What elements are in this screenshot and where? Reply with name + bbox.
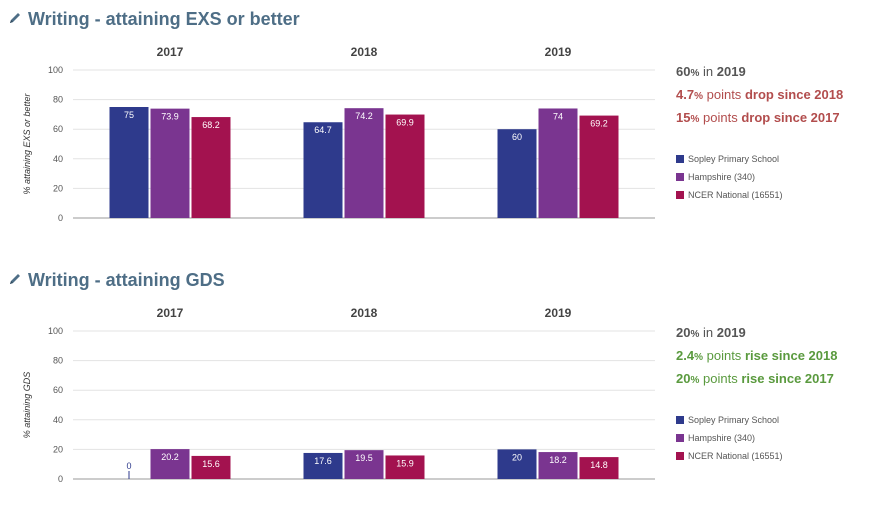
data-label: 74.2 xyxy=(355,111,373,121)
bar xyxy=(150,108,190,218)
y-axis-label: % attaining EXS or better xyxy=(22,92,32,194)
chart-panel-exs: Writing - attaining EXS or better 0 20 40 6… xyxy=(8,9,843,223)
legend-swatch xyxy=(676,452,684,460)
category-label: 2019 xyxy=(545,45,572,59)
summary-change-since-2017: 20% points rise since 2017 xyxy=(676,371,834,386)
legend: Sopley Primary School Hampshire (340) NC… xyxy=(676,411,783,465)
data-label: 74 xyxy=(553,111,563,121)
bar xyxy=(579,115,619,218)
bar-chart-gds: 0 20 40 60 80 100 % attaining GDS 2017 0 20.2 15.6… xyxy=(22,306,655,484)
summary-current: 60% in 2019 xyxy=(676,64,746,79)
data-label: 14.8 xyxy=(590,460,608,470)
bar xyxy=(579,457,619,479)
data-label: 73.9 xyxy=(161,112,179,122)
data-label: 60 xyxy=(512,132,522,142)
summary-box: 60% in 2019 4.7% points drop since 2018 … xyxy=(676,61,843,130)
legend-swatch xyxy=(676,416,684,424)
category-label: 2018 xyxy=(351,45,378,59)
legend-swatch xyxy=(676,434,684,442)
legend-swatch xyxy=(676,155,684,163)
bar xyxy=(150,449,190,479)
y-tick-label: 100 xyxy=(48,65,63,75)
data-label: 20.2 xyxy=(161,452,179,462)
summary-change-since-2018: 2.4% points rise since 2018 xyxy=(676,348,838,363)
data-label: 64.7 xyxy=(314,125,332,135)
category-label: 2017 xyxy=(157,306,184,320)
legend-item[interactable]: Hampshire (340) xyxy=(676,429,783,447)
data-label: 68.2 xyxy=(202,120,220,130)
bar xyxy=(538,108,578,218)
y-tick-label: 80 xyxy=(53,95,63,105)
data-label: 15.9 xyxy=(396,458,414,468)
category-label: 2018 xyxy=(351,306,378,320)
bar xyxy=(344,108,384,218)
bar xyxy=(109,107,149,218)
legend-item[interactable]: Sopley Primary School xyxy=(676,411,783,429)
legend-item[interactable]: NCER National (16551) xyxy=(676,447,783,465)
y-tick-label: 20 xyxy=(53,183,63,193)
y-tick-label: 0 xyxy=(58,474,63,484)
summary-change-since-2018: 4.7% points drop since 2018 xyxy=(676,87,844,102)
data-label: 20 xyxy=(512,452,522,462)
bar xyxy=(385,114,425,218)
data-label: 15.6 xyxy=(202,459,220,469)
panel-title-text: Writing - attaining EXS or better xyxy=(28,9,300,29)
y-tick-label: 20 xyxy=(53,444,63,454)
panel-title: Writing - attaining EXS or better xyxy=(8,9,300,30)
bar xyxy=(497,129,537,218)
data-label: 0 xyxy=(126,461,131,471)
pencil-icon[interactable] xyxy=(8,270,22,291)
bar xyxy=(497,449,537,479)
category-label: 2017 xyxy=(157,45,184,59)
summary-change-since-2017: 15% points drop since 2017 xyxy=(676,110,840,125)
data-label: 17.6 xyxy=(314,456,332,466)
data-label: 75 xyxy=(124,110,134,120)
summary-box: 20% in 2019 2.4% points rise since 2018 … xyxy=(676,322,837,391)
bar xyxy=(344,450,384,479)
y-tick-label: 0 xyxy=(58,213,63,223)
summary-current: 20% in 2019 xyxy=(676,325,746,340)
y-tick-label: 40 xyxy=(53,154,63,164)
y-axis-label: % attaining GDS xyxy=(22,372,32,439)
legend-swatch xyxy=(676,191,684,199)
bar xyxy=(303,122,343,218)
data-label: 18.2 xyxy=(549,455,567,465)
panel-title-text: Writing - attaining GDS xyxy=(28,270,225,290)
bar xyxy=(191,117,231,218)
y-tick-label: 60 xyxy=(53,385,63,395)
data-label: 19.5 xyxy=(355,453,373,463)
legend-item[interactable]: NCER National (16551) xyxy=(676,186,783,204)
pencil-icon[interactable] xyxy=(8,9,22,30)
legend-swatch xyxy=(676,173,684,181)
data-label: 69.2 xyxy=(590,119,608,129)
legend: Sopley Primary School Hampshire (340) NC… xyxy=(676,150,783,204)
bar-chart-exs: 0 20 40 60 80 100 % attaining EXS or better 201… xyxy=(22,45,655,223)
chart-panel-gds: Writing - attaining GDS 0 20 40 60 80 100 % at… xyxy=(0,261,881,517)
y-tick-label: 40 xyxy=(53,415,63,425)
y-tick-label: 100 xyxy=(48,326,63,336)
bar xyxy=(303,452,343,479)
y-tick-label: 80 xyxy=(53,356,63,366)
category-label: 2019 xyxy=(545,306,572,320)
data-label: 69.9 xyxy=(396,118,414,128)
legend-item[interactable]: Sopley Primary School xyxy=(676,150,783,168)
bar xyxy=(538,452,578,479)
y-tick-label: 60 xyxy=(53,124,63,134)
bar xyxy=(191,455,231,479)
bar xyxy=(385,455,425,479)
panel-title: Writing - attaining GDS xyxy=(8,270,225,291)
legend-item[interactable]: Hampshire (340) xyxy=(676,168,783,186)
